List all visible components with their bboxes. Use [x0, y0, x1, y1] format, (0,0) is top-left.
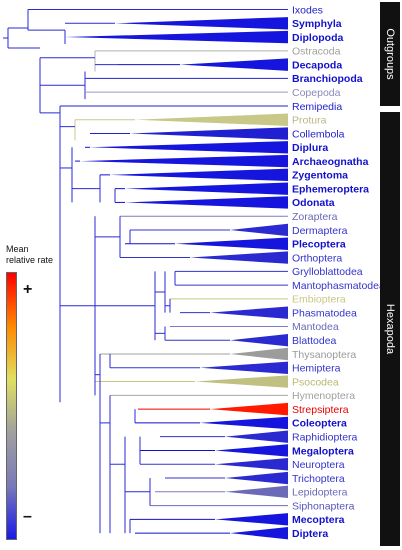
clade-triangle: [135, 113, 288, 126]
taxon-label: Ostracoda: [292, 46, 341, 58]
outgroups-bar: Outgroups: [380, 2, 400, 106]
legend-title-line2: relative rate: [6, 255, 54, 265]
legend-title-line1: Mean: [6, 244, 29, 254]
taxon-label: Mecoptera: [292, 514, 345, 526]
clade-triangle: [215, 458, 288, 471]
taxon-label: Copepoda: [292, 87, 341, 99]
taxon-label: Coleoptera: [292, 418, 347, 430]
clade-triangle: [90, 141, 288, 154]
taxon-label: Protura: [292, 115, 327, 127]
taxon-label: Strepsiptera: [292, 404, 349, 416]
clade-triangle: [230, 223, 288, 237]
legend-plus-sign: +: [23, 281, 33, 298]
taxon-label: Megaloptera: [292, 445, 354, 457]
clade-triangle: [125, 182, 288, 195]
clade-triangle: [230, 347, 288, 361]
clade-triangles: [65, 17, 288, 540]
taxon-label: Ephemeroptera: [292, 183, 369, 195]
clade-triangle: [125, 196, 288, 209]
clade-triangle: [195, 375, 288, 388]
taxon-label: Zygentoma: [292, 170, 348, 182]
clade-triangle: [215, 444, 288, 457]
taxon-label: Mantodea: [292, 321, 339, 333]
taxon-label: Trichoptera: [292, 473, 345, 485]
taxon-label: Diplopoda: [292, 32, 343, 44]
taxon-labels: Ixodes Symphyla Diplopoda OstracodaDecapoda…: [292, 4, 385, 540]
taxon-label: Phasmatodea: [292, 307, 357, 319]
taxon-label: Hemiptera: [292, 363, 341, 375]
taxon-label: Remipedia: [292, 101, 342, 113]
taxon-label: Odonata: [292, 197, 335, 209]
clade-triangle: [200, 361, 288, 374]
taxon-label: Diptera: [292, 528, 328, 540]
taxon-label: Psocodea: [292, 376, 339, 388]
taxon-label: Lepidoptera: [292, 487, 348, 499]
taxon-label: Zoraptera: [292, 211, 338, 223]
taxon-label: Decapoda: [292, 59, 342, 71]
clade-triangle: [115, 17, 288, 30]
clade-triangle: [225, 430, 288, 443]
hexapoda-bar: Hexapoda: [380, 112, 400, 546]
taxon-label: Hymenoptera: [292, 390, 355, 402]
clade-triangle: [210, 306, 288, 319]
clade-triangle: [180, 58, 288, 71]
rate-color-scale: [6, 272, 17, 540]
clade-triangle: [215, 513, 288, 526]
clade-triangle: [225, 485, 288, 498]
clade-triangle: [80, 154, 288, 168]
clade-triangle: [110, 168, 288, 182]
taxon-label: Thysanoptera: [292, 349, 356, 361]
taxon-label: Diplura: [292, 142, 328, 154]
taxon-label: Raphidioptera: [292, 431, 358, 443]
taxon-label: Orthoptera: [292, 252, 342, 264]
taxon-label: Dermaptera: [292, 225, 348, 237]
taxon-label: Blattodea: [292, 335, 337, 347]
taxon-label: Grylloblattodea: [292, 266, 363, 278]
tree-branches: [3, 9, 288, 534]
clade-triangle: [175, 237, 288, 250]
outgroups-label: Outgroups: [384, 28, 396, 80]
taxon-label: Ixodes: [292, 4, 323, 16]
clade-triangle: [225, 471, 288, 485]
taxon-label: Neuroptera: [292, 459, 345, 471]
legend-minus-sign: –: [23, 508, 32, 525]
clade-triangle: [65, 30, 288, 44]
clade-triangle: [130, 127, 288, 140]
clade-triangle: [200, 416, 288, 430]
taxon-label: Plecoptera: [292, 239, 346, 251]
clade-triangle: [230, 334, 288, 347]
taxon-label: Collembola: [292, 128, 345, 140]
taxon-label: Mantophasmatodea: [292, 280, 385, 292]
clade-triangle: [190, 251, 288, 264]
clade-triangle: [230, 526, 288, 540]
hexapoda-label: Hexapoda: [384, 303, 396, 355]
taxon-label: Symphyla: [292, 18, 342, 30]
clade-triangle: [210, 402, 288, 416]
taxon-label: Archaeognatha: [292, 156, 369, 168]
taxon-label: Siphonaptera: [292, 500, 355, 512]
taxon-label: Branchiopoda: [292, 73, 363, 85]
taxon-label: Embioptera: [292, 294, 346, 306]
